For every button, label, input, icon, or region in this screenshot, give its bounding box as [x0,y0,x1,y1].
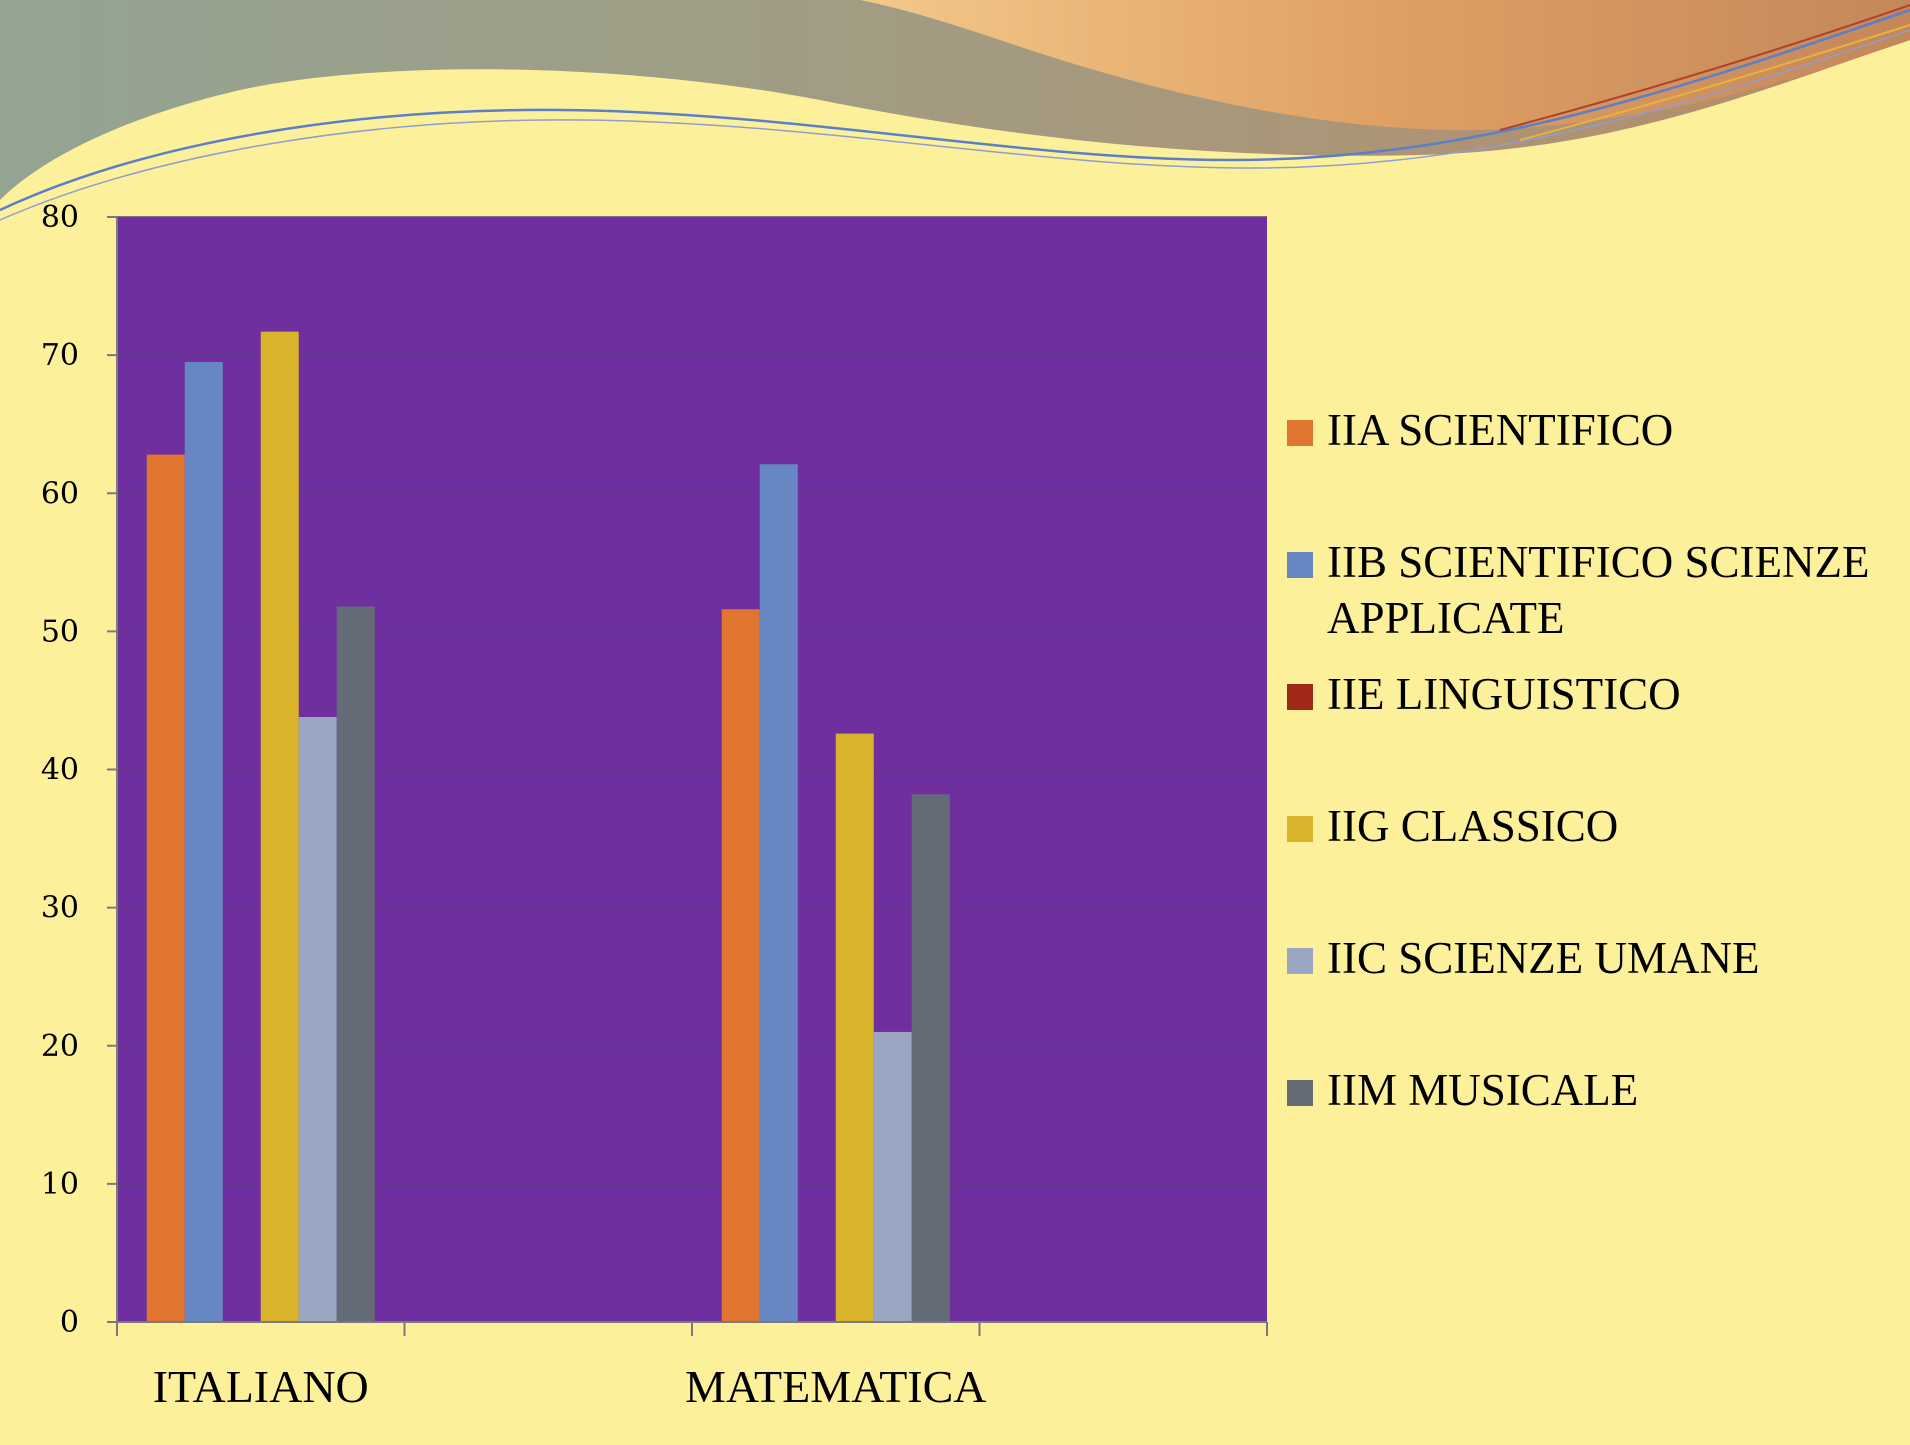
y-tick-label: 70 [41,338,79,373]
bars [146,331,950,1322]
y-tick-label: 10 [41,1167,79,1202]
y-tick-label: 80 [41,200,79,235]
legend-label: IIG CLASSICO [1327,801,1619,851]
bar-1-3 [835,733,874,1322]
legend-item: IIA SCIENTIFICO [1287,396,1907,528]
legend-label: IIM MUSICALE [1327,1065,1639,1115]
bar-0-0 [146,454,185,1322]
decorative-wave-header [0,0,1910,221]
legend-label: IIC SCIENZE UMANE [1327,933,1760,983]
legend-label: IIB SCIENTIFICO SCIENZE APPLICATE [1327,537,1870,643]
bar-1-0 [721,609,760,1322]
legend-swatch [1287,816,1313,842]
axes [107,216,1268,1336]
bar-1-1 [759,464,798,1322]
legend-swatch [1287,552,1313,578]
bar-0-1 [184,362,223,1322]
category-label: ITALIANO [153,1361,369,1412]
axis-labels: 0 10 20 30 40 50 60 70 80 ITALIANO MATEMATICA [41,200,987,1412]
y-tick-label: 30 [41,891,79,926]
bar-1-5 [911,794,950,1322]
legend-item: IIG CLASSICO [1287,792,1907,924]
legend-swatch [1287,420,1313,446]
legend-item: IIM MUSICALE [1287,1056,1907,1188]
y-tick-label: 20 [41,1029,79,1064]
legend-label: IIE LINGUISTICO [1327,669,1681,719]
legend-swatch [1287,1080,1313,1106]
legend-item: IIB SCIENTIFICO SCIENZE APPLICATE [1287,528,1907,660]
legend-item: IIC SCIENZE UMANE [1287,924,1907,1056]
legend: IIA SCIENTIFICO IIB SCIENTIFICO SCIENZE A… [1287,396,1907,1188]
y-tick-label: 50 [41,614,79,649]
bar-0-3 [260,331,299,1322]
legend-swatch [1287,684,1313,710]
bar-0-4 [298,717,337,1322]
legend-item: IIE LINGUISTICO [1287,660,1907,792]
y-tick-label: 0 [60,1305,79,1340]
bar-1-4 [873,1031,912,1322]
category-label: MATEMATICA [685,1361,987,1412]
bar-0-5 [336,606,375,1322]
legend-label: IIA SCIENTIFICO [1327,405,1674,455]
y-tick-label: 60 [41,476,79,511]
y-tick-label: 40 [41,753,79,788]
legend-swatch [1287,948,1313,974]
